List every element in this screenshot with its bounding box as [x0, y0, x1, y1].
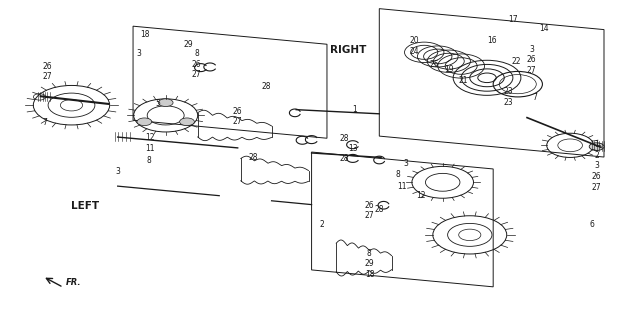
- Text: 28: 28: [339, 154, 349, 163]
- Text: 19: 19: [444, 65, 453, 74]
- Text: 8: 8: [194, 49, 199, 59]
- Text: 23: 23: [503, 87, 513, 96]
- Text: 28: 28: [262, 82, 271, 91]
- Text: 1: 1: [352, 105, 357, 114]
- Text: 28: 28: [375, 205, 384, 214]
- Text: 8: 8: [146, 156, 151, 165]
- Text: FR.: FR.: [65, 278, 81, 287]
- Text: 3: 3: [594, 161, 599, 170]
- Text: 26: 26: [526, 55, 536, 64]
- Text: 27: 27: [233, 117, 242, 126]
- Circle shape: [180, 118, 194, 125]
- Text: 26: 26: [364, 201, 374, 210]
- Text: 18: 18: [141, 30, 150, 39]
- Text: 22: 22: [512, 57, 521, 66]
- Text: 3: 3: [404, 159, 408, 168]
- Text: 6: 6: [589, 220, 594, 229]
- Text: 28: 28: [249, 153, 258, 162]
- Circle shape: [159, 99, 173, 107]
- Text: 29: 29: [184, 40, 193, 49]
- Text: 28: 28: [339, 134, 349, 143]
- Text: 27: 27: [42, 72, 52, 81]
- Text: RIGHT: RIGHT: [330, 45, 366, 55]
- Text: 20: 20: [410, 36, 419, 45]
- Text: 27: 27: [364, 211, 374, 220]
- Text: LEFT: LEFT: [72, 201, 99, 211]
- Text: 12: 12: [146, 132, 155, 141]
- Text: 11: 11: [146, 144, 155, 153]
- Text: 5: 5: [155, 100, 160, 108]
- Text: 1: 1: [594, 140, 599, 149]
- Text: 27: 27: [526, 66, 536, 75]
- Text: 3: 3: [115, 167, 120, 176]
- Text: 25: 25: [430, 60, 439, 69]
- Text: 23: 23: [503, 98, 513, 107]
- Text: 17: 17: [508, 15, 518, 24]
- Text: 27: 27: [592, 183, 602, 192]
- Circle shape: [137, 118, 152, 125]
- Text: 2: 2: [320, 220, 325, 229]
- Circle shape: [589, 143, 604, 150]
- Text: 14: 14: [539, 24, 549, 33]
- Text: 21: 21: [459, 76, 468, 85]
- Text: 24: 24: [410, 46, 419, 56]
- Text: 26: 26: [192, 60, 201, 69]
- Text: 2: 2: [594, 151, 599, 160]
- Text: 8: 8: [395, 171, 400, 180]
- Text: 29: 29: [364, 259, 374, 268]
- Text: 7: 7: [43, 118, 48, 127]
- Text: 11: 11: [397, 182, 407, 191]
- Text: 16: 16: [487, 36, 497, 45]
- Text: 13: 13: [348, 144, 358, 153]
- Text: 26: 26: [233, 107, 242, 116]
- Text: 3: 3: [529, 44, 534, 54]
- Text: 26: 26: [592, 172, 602, 181]
- Text: 27: 27: [192, 70, 201, 79]
- Text: 18: 18: [365, 269, 375, 279]
- Text: 7: 7: [532, 93, 537, 102]
- Text: 8: 8: [366, 250, 371, 259]
- Text: 3: 3: [137, 49, 142, 58]
- Text: 26: 26: [42, 61, 52, 70]
- Text: 12: 12: [416, 190, 425, 200]
